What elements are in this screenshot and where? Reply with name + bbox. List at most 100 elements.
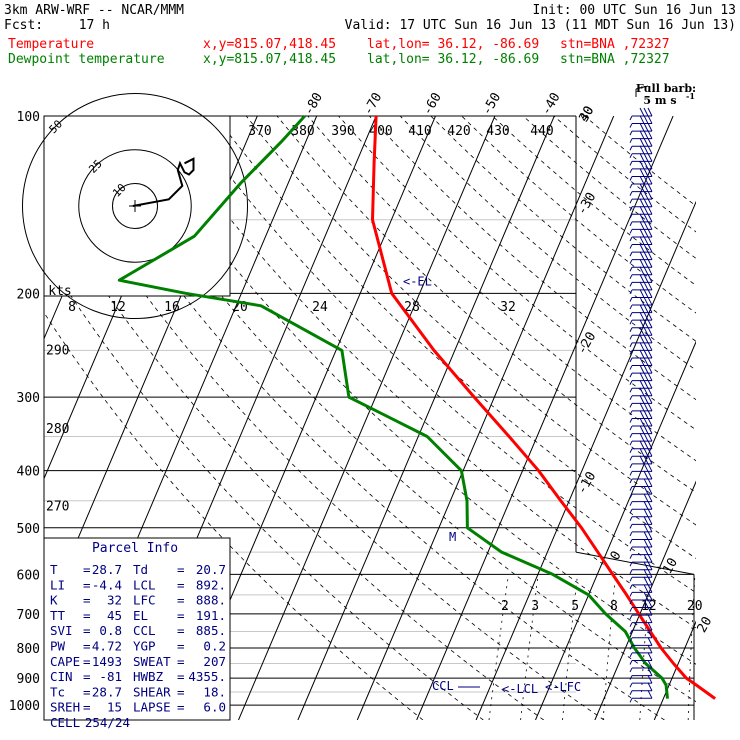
isotherm-label: 10 — [660, 556, 681, 577]
hodograph-scale-label: 32 — [500, 300, 516, 315]
parcel-key: = — [177, 654, 185, 669]
hodograph-scale-label: 28 — [404, 300, 420, 315]
parcel-key: = — [83, 623, 91, 638]
parcel-key: LAPSE — [133, 700, 171, 715]
parcel-key: = — [83, 608, 91, 623]
parcel-key: = — [177, 608, 185, 623]
theta-label: 290 — [46, 343, 69, 358]
dry-adiabat-line — [276, 116, 696, 493]
wind-barb — [629, 501, 653, 514]
parcel-key: = — [83, 577, 91, 592]
isotherm-line — [594, 480, 696, 720]
pressure-label: 1000 — [9, 699, 40, 714]
parcel-key: PW — [50, 639, 66, 654]
mixing-ratio-label: 8 — [610, 599, 618, 614]
wind-barb — [629, 198, 653, 211]
isotherm-line — [356, 116, 615, 720]
parcel-info-panel: Parcel Info T = 28.7 Td = 20.7LI = -4.4 LCL = 892.… — [43, 537, 231, 730]
wind-barb — [629, 690, 653, 703]
theta-top-label: 370 — [248, 124, 271, 139]
pressure-label: 300 — [17, 391, 40, 406]
parcel-key: = — [83, 593, 91, 608]
parcel-key: Tc — [50, 684, 65, 699]
wind-barb — [629, 463, 653, 476]
mixing-ratio-line — [488, 574, 509, 720]
parcel-value: 32 — [107, 593, 122, 608]
theta-top-label: 440 — [530, 124, 553, 139]
legend-dewpoint-station: stn=BNA ,72327 — [560, 52, 670, 67]
dry-adiabat-line — [44, 139, 605, 720]
wind-barbs — [629, 107, 653, 703]
wind-barb — [629, 523, 653, 537]
parcel-key: = — [83, 700, 91, 715]
parcel-key: SVI — [50, 623, 73, 638]
pressure-label: 200 — [17, 287, 40, 302]
parcel-key: = — [177, 593, 185, 608]
hodograph-scale-label: 24 — [312, 300, 328, 315]
dry-adiabat-line — [215, 116, 696, 559]
legend-temperature-station: stn=BNA ,72327 — [560, 37, 670, 52]
parcel-value: 207 — [203, 654, 226, 669]
wind-barb — [629, 493, 653, 506]
parcel-value: 45 — [107, 608, 122, 623]
hodograph-scale-label: 8 — [68, 300, 76, 315]
wind-barb — [629, 190, 653, 204]
ccl-marker: CCL — [432, 679, 454, 693]
theta-label: 270 — [46, 499, 69, 514]
isotherm-label: -50 — [480, 90, 505, 118]
parcel-key: = — [83, 562, 91, 577]
wind-barb — [629, 228, 653, 242]
isotherm-label: -80 — [301, 90, 326, 118]
isotherm-label: -60 — [420, 90, 445, 118]
isotherm-label: -30 — [575, 190, 600, 218]
legend-temperature-name: Temperature — [8, 37, 94, 52]
hodograph-inset — [22, 93, 248, 319]
dry-adiabat-line — [44, 311, 424, 720]
theta-top-label: 430 — [486, 124, 509, 139]
legend-dewpoint-xy: x,y=815.07,418.45 — [203, 52, 336, 67]
pressure-label: 700 — [17, 608, 40, 623]
parcel-key: LFC — [133, 593, 156, 608]
isotherm-line — [238, 116, 496, 720]
forecast-hour: 17 h — [79, 18, 110, 33]
dry-adiabat-line — [338, 116, 696, 431]
hodograph-ring — [78, 149, 192, 263]
parcel-key: = — [177, 684, 185, 699]
parcel-key: = — [177, 700, 185, 715]
isotherm-line — [0, 116, 20, 720]
theta-top-label: 400 — [369, 124, 392, 139]
hodograph-trace — [132, 157, 195, 207]
parcel-value: 4355. — [188, 669, 226, 684]
parcel-key: CIN — [50, 669, 73, 684]
temperature-profile-line — [371, 115, 716, 700]
pressure-label: 800 — [17, 642, 40, 657]
parcel-value: 191. — [196, 608, 226, 623]
parcel-key: = — [83, 669, 91, 684]
parcel-value: -81 — [99, 669, 122, 684]
parcel-cell-value: 254/24 — [85, 715, 130, 730]
isotherm-line — [475, 200, 696, 720]
parcel-value: 15 — [107, 700, 122, 715]
parcel-value: 28.7 — [92, 562, 122, 577]
mixing-ratio-line — [520, 574, 539, 720]
isotherm-label: -10 — [575, 469, 600, 497]
lfc-marker: <-LFC — [545, 680, 581, 694]
parcel-value: 6.0 — [203, 700, 226, 715]
parcel-cell-label: CELL — [50, 715, 80, 730]
isotherm-line — [535, 340, 696, 720]
wind-barb — [629, 516, 653, 529]
pressure-label: 900 — [17, 672, 40, 687]
isotherm-label: 30 — [577, 104, 598, 125]
parcel-key: = — [83, 684, 91, 699]
mixing-ratio-labels: 2 3 5 8 12 20 — [501, 599, 703, 614]
wind-barb — [629, 153, 653, 166]
parcel-info-title: Parcel Info — [92, 541, 178, 556]
mixing-ratio-label: 2 — [501, 599, 509, 614]
dry-adiabat-grid — [44, 116, 696, 720]
dry-adiabat-line — [44, 253, 484, 720]
lcl-marker: <-LCL — [502, 682, 538, 696]
parcel-key: Td — [133, 562, 148, 577]
wind-key-value: 5 m s — [643, 94, 676, 107]
parcel-key: K — [50, 593, 58, 608]
